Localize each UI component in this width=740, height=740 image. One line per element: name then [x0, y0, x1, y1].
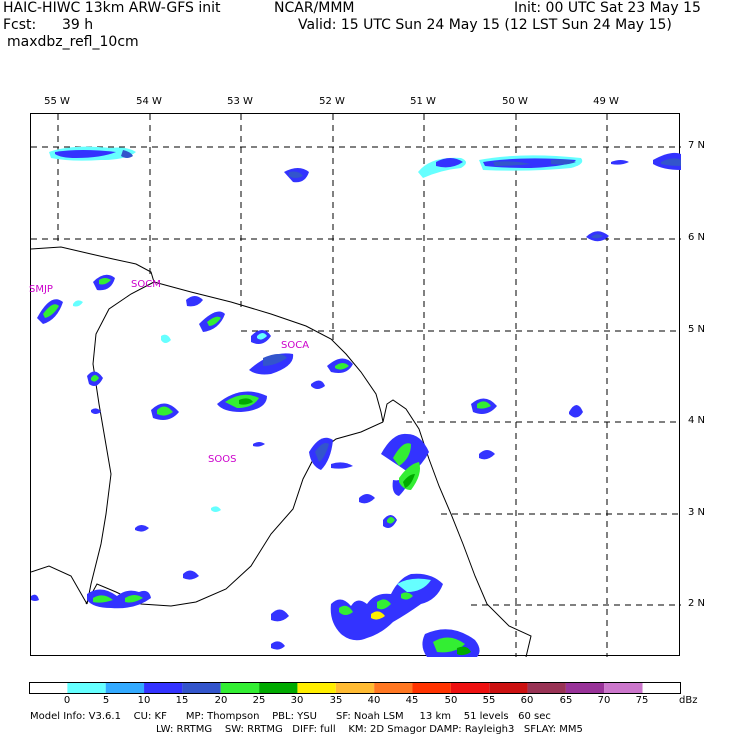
colorbar-cell-75 — [604, 682, 643, 694]
init-time: Init: 00 UTC Sat 23 May 15 — [514, 0, 701, 16]
lon-label-53w: 53 W — [227, 96, 253, 107]
colorbar-cell-30 — [259, 682, 298, 694]
model-info-line-1: Model Info: V3.6.1 CU: KF MP: Thompson P… — [30, 711, 551, 722]
colorbar-tick-20: 20 — [214, 695, 228, 706]
amapa-coast — [382, 399, 532, 657]
cell-soca — [249, 353, 353, 389]
colorbar-tick-75: 75 — [635, 695, 649, 706]
colorbar-unit: dBz — [679, 695, 698, 706]
colorbar-tick-50: 50 — [444, 695, 458, 706]
lat-label-5n: 5 N — [688, 324, 706, 335]
cell-6n — [586, 231, 609, 242]
cell-smjp — [37, 299, 83, 324]
reflectivity-map — [31, 114, 681, 657]
forecast-hours: 39 h — [62, 17, 94, 33]
colorbar-cell-55 — [450, 682, 490, 694]
colorbar — [29, 682, 681, 694]
valid-time: Valid: 15 UTC Sun 24 May 15 (12 LST Sun … — [298, 17, 672, 33]
lon-label-54w: 54 W — [136, 96, 162, 107]
reflectivity-cells — [31, 146, 681, 657]
colorbar-cell-70 — [565, 682, 605, 694]
lon-label-50w: 50 W — [502, 96, 528, 107]
colorbar-cells — [29, 682, 681, 694]
colorbar-tick-5: 5 — [102, 695, 110, 706]
station-label-socm: SOCM — [131, 279, 161, 290]
colorbar-cell-60 — [489, 682, 528, 694]
colorbar-tick-0: 0 — [63, 695, 71, 706]
cell-northwest — [49, 146, 136, 161]
colorbar-cell-15 — [144, 682, 183, 694]
lat-lon-grid — [31, 114, 681, 657]
southwest-border — [31, 565, 88, 605]
station-label-soca: SOCA — [281, 340, 310, 351]
cell-socm — [93, 274, 115, 291]
guiana-coast — [153, 281, 384, 423]
lat-label-4n: 4 N — [688, 415, 706, 426]
cell-guiana-coast — [309, 398, 583, 470]
colorbar-cell-35 — [297, 682, 336, 694]
suriname-guiana-border — [86, 281, 155, 605]
colorbar-tick-45: 45 — [405, 695, 419, 706]
cell-north-line — [418, 152, 681, 178]
station-label-smjp: SMJP — [29, 284, 53, 295]
lon-label-55w: 55 W — [44, 96, 70, 107]
colorbar-tick-25: 25 — [252, 695, 266, 706]
colorbar-tick-70: 70 — [597, 695, 611, 706]
colorbar-tick-60: 60 — [520, 695, 534, 706]
colorbar-tick-65: 65 — [559, 695, 573, 706]
lat-label-3n: 3 N — [688, 507, 706, 518]
colorbar-cell-65 — [527, 682, 566, 694]
colorbar-cell-0 — [29, 682, 68, 694]
colorbar-cell-50 — [412, 682, 451, 694]
colorbar-tick-40: 40 — [367, 695, 381, 706]
lon-label-49w: 49 W — [593, 96, 619, 107]
map-panel: SMJP SOCM SOCA SOOS — [29, 113, 681, 657]
guiana-brazil-border — [85, 421, 384, 607]
station-label-soos: SOOS — [208, 454, 237, 465]
lat-label-2n: 2 N — [688, 598, 706, 609]
north-coast — [31, 246, 155, 283]
cell-interior-b — [87, 371, 267, 447]
colorbar-cell-25 — [220, 682, 260, 694]
field-name: maxdbz_refl_10cm — [7, 34, 139, 50]
lat-label-6n: 6 N — [688, 232, 706, 243]
cell-north-1 — [284, 168, 309, 183]
model-title: HAIC-HIWC 13km ARW-GFS init — [3, 0, 221, 16]
colorbar-cell-max — [642, 682, 681, 694]
lon-label-52w: 52 W — [319, 96, 345, 107]
colorbar-tick-35: 35 — [329, 695, 343, 706]
colorbar-cell-5 — [67, 682, 106, 694]
colorbar-tick-15: 15 — [175, 695, 189, 706]
colorbar-outline — [29, 682, 681, 694]
model-info-line-2: LW: RRTMG SW: RRTMG DIFF: full KM: 2D Sm… — [156, 724, 583, 735]
organization-label: NCAR/MMM — [274, 0, 355, 16]
colorbar-tick-55: 55 — [482, 695, 496, 706]
colorbar-cell-45 — [374, 682, 413, 694]
cell-amapa — [135, 433, 429, 532]
colorbar-cell-10 — [105, 682, 145, 694]
colorbar-tick-30: 30 — [290, 695, 304, 706]
cell-south — [31, 570, 289, 650]
cell-southeast — [330, 573, 480, 657]
lat-label-7n: 7 N — [688, 140, 706, 151]
lon-label-51w: 51 W — [410, 96, 436, 107]
colorbar-tick-10: 10 — [137, 695, 151, 706]
colorbar-cell-20 — [182, 682, 221, 694]
colorbar-cell-40 — [335, 682, 375, 694]
cell-interior-a — [161, 296, 271, 344]
forecast-label: Fcst: — [3, 17, 37, 33]
